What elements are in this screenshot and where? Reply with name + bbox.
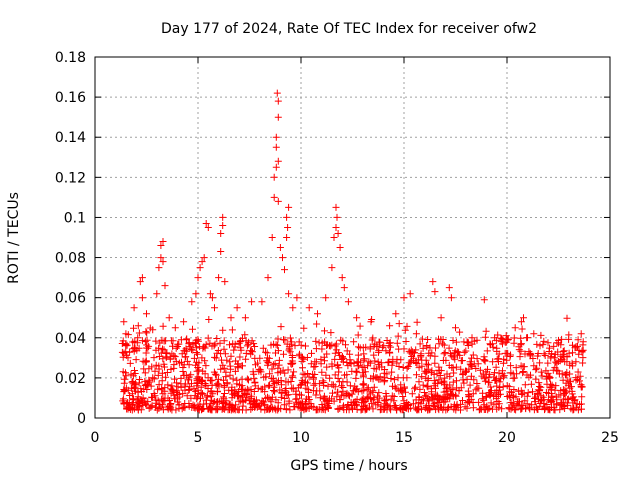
y-axis-label: ROTI / TECUs [6,192,22,284]
y-tick-label: 0.16 [55,90,86,106]
x-tick-label: 25 [601,430,619,446]
roti-data-points [118,89,587,414]
y-tick-label: 0.12 [55,170,86,186]
chart-title: Day 177 of 2024, Rate Of TEC Index for r… [161,21,537,37]
x-tick-labels: 0 5 10 15 20 25 [91,430,619,446]
axis-ticks [94,56,611,419]
x-tick-label: 20 [498,430,516,446]
y-tick-label: 0.08 [55,251,86,267]
plot-frame [94,56,611,419]
y-tick-labels: 0 0.02 0.04 0.06 0.08 0.1 0.12 0.14 0.16 0.18 [55,50,86,427]
y-tick-label: 0.14 [55,130,86,146]
x-tick-label: 5 [194,430,203,446]
y-tick-label: 0.1 [64,210,86,226]
x-tick-label: 0 [91,430,100,446]
y-tick-label: 0.02 [55,371,86,387]
x-axis-label: GPS time / hours [290,458,407,474]
data-points [118,89,587,414]
y-tick-label: 0 [77,411,86,427]
y-tick-label: 0.18 [55,50,86,66]
y-tick-label: 0.06 [55,291,86,307]
y-tick-label: 0.04 [55,331,86,347]
x-tick-label: 15 [395,430,413,446]
x-tick-label: 10 [292,430,310,446]
